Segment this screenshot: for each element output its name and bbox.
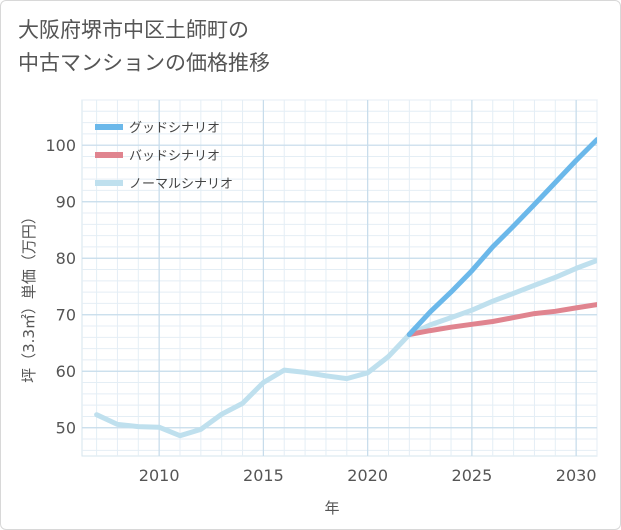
y-tick-label: 60 <box>56 362 76 381</box>
legend-label-good: グッドシナリオ <box>129 121 220 136</box>
y-tick-label: 100 <box>45 136 76 155</box>
x-tick-label: 2015 <box>243 466 284 485</box>
series-line-good <box>406 137 597 337</box>
series-lines <box>94 137 597 439</box>
y-tick-label: 50 <box>56 419 76 438</box>
x-tick-label: 2030 <box>556 466 597 485</box>
grid <box>81 99 598 457</box>
x-tick-label: 2025 <box>452 466 493 485</box>
tick-labels: 2010 2015 2020 2025 2030 50 60 70 80 90 100 <box>45 136 596 485</box>
chart-title: 大阪府堺市中区土師町の 中古マンションの価格推移 <box>18 18 270 75</box>
x-tick-label: 2020 <box>347 466 388 485</box>
x-axis-label: 年 <box>324 499 339 517</box>
y-tick-label: 80 <box>56 249 76 268</box>
y-tick-label: 70 <box>56 306 76 325</box>
y-tick-label: 90 <box>56 193 76 212</box>
series-line-normal <box>94 258 597 439</box>
legend-label-bad: バッドシナリオ <box>129 149 220 164</box>
y-axis-label: 坪（3.3㎡）単価（万円） <box>20 209 38 383</box>
x-tick-label: 2010 <box>139 466 180 485</box>
legend-label-normal: ノーマルシナリオ <box>129 177 233 192</box>
series-line-bad <box>406 302 597 337</box>
